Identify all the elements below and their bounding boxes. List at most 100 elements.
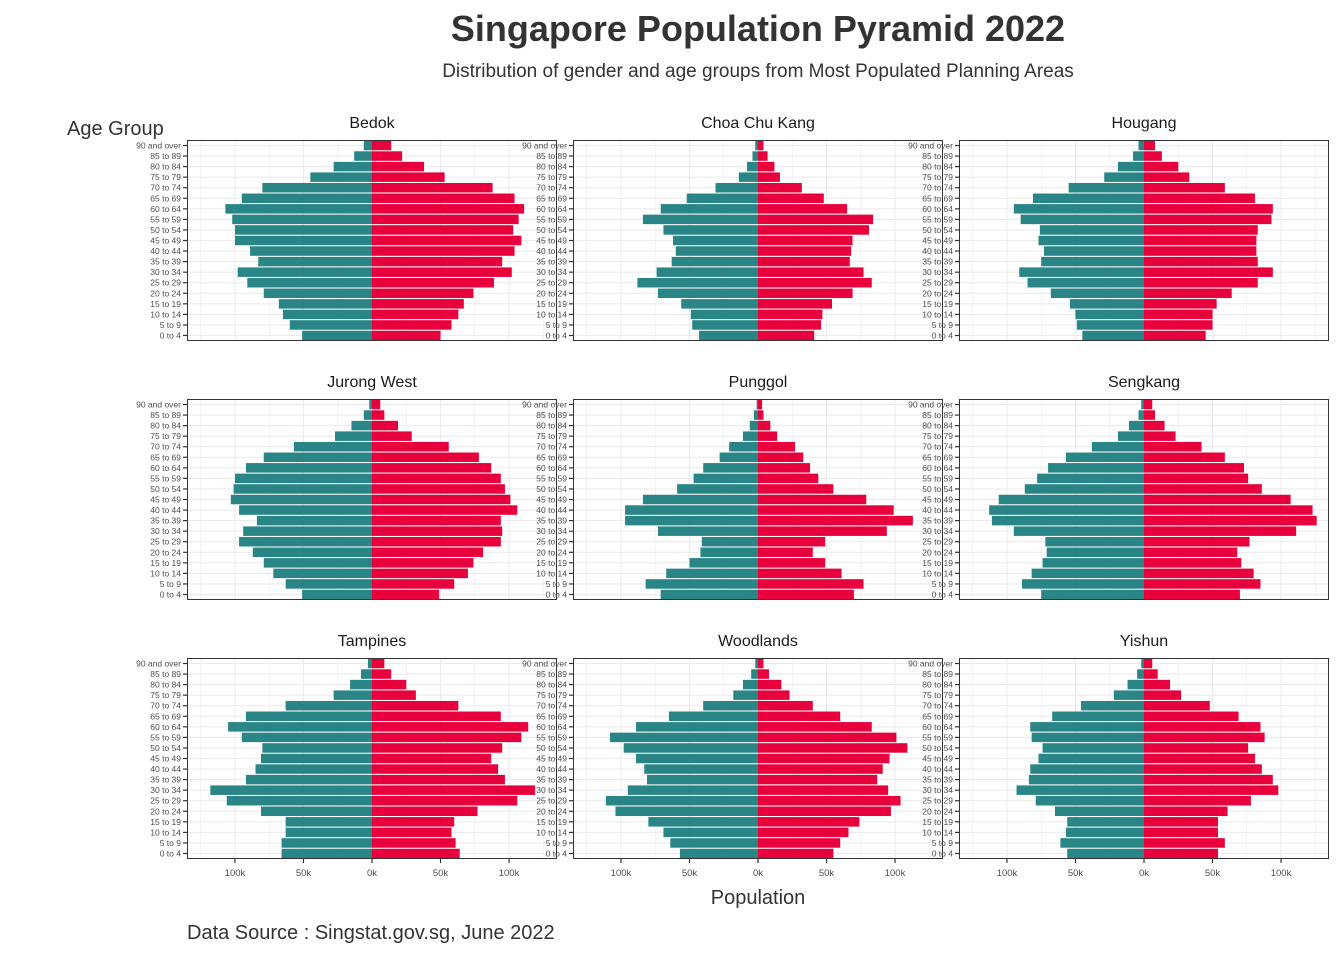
bar-male-yishun-30-to-34	[1016, 785, 1144, 795]
bar-male-punggol-25-to-29	[701, 536, 758, 547]
y-tick-label: 5 to 9	[932, 838, 954, 848]
y-tick-label: 25 to 29	[150, 796, 181, 806]
panel-border	[187, 658, 557, 859]
bar-male-bedok-35-to-39	[258, 256, 372, 267]
bar-male-hougang-5-to-9	[1076, 320, 1144, 330]
y-tick-label: 60 to 64	[536, 722, 567, 732]
bar-female-bedok-25-to-29	[372, 277, 494, 288]
bar-male-bedok-80-to-84	[333, 161, 372, 172]
bar-male-yishun-85-to-89	[1137, 669, 1144, 679]
bar-female-sengkang-15-to-19	[1144, 558, 1242, 568]
bar-female-bedok-70-to-74	[372, 182, 493, 193]
y-tick-label: 40 to 44	[536, 764, 567, 774]
bar-female-woodlands-25-to-29	[758, 795, 901, 806]
facet-label: Bedok	[349, 115, 395, 132]
bar-female-jurong-west-55-to-59	[372, 473, 501, 484]
y-tick-label: 75 to 79	[150, 172, 181, 182]
bar-female-jurong-west-10-to-14	[372, 568, 468, 579]
y-tick-label: 50 to 54	[922, 484, 953, 494]
bar-female-yishun-80-to-84	[1144, 679, 1171, 690]
bar-male-bedok-90-and-over	[363, 140, 372, 151]
bar-female-sengkang-50-to-54	[1144, 484, 1262, 494]
bar-female-woodlands-50-to-54	[758, 743, 908, 753]
bar-female-tampines-70-to-74	[372, 700, 459, 711]
bar-female-sengkang-85-to-89	[1144, 410, 1155, 420]
y-tick-label: 10 to 14	[536, 309, 567, 319]
bar-female-jurong-west-70-to-74	[372, 441, 449, 452]
bar-female-hougang-15-to-19	[1144, 299, 1217, 309]
bar-male-tampines-15-to-19	[285, 817, 372, 827]
bar-female-punggol-30-to-34	[758, 526, 887, 536]
bar-male-choa-chu-kang-5-to-9	[692, 320, 758, 330]
x-tick-label: 100k	[1271, 868, 1292, 879]
y-tick-label: 15 to 19	[922, 299, 953, 309]
y-tick-label: 15 to 19	[922, 817, 953, 827]
bar-female-bedok-50-to-54	[372, 225, 514, 235]
bar-female-choa-chu-kang-55-to-59	[758, 214, 874, 225]
y-tick-label: 55 to 59	[150, 473, 181, 483]
bar-male-sengkang-5-to-9	[1022, 579, 1144, 589]
y-tick-label: 65 to 69	[536, 452, 567, 462]
bar-female-hougang-70-to-74	[1144, 182, 1225, 193]
y-tick-label: 80 to 84	[922, 680, 953, 690]
y-tick-label: 0 to 4	[160, 590, 182, 600]
bar-male-choa-chu-kang-55-to-59	[642, 214, 758, 225]
bar-male-hougang-60-to-64	[1013, 204, 1144, 214]
bar-female-choa-chu-kang-30-to-34	[758, 267, 864, 277]
bar-male-bedok-25-to-29	[247, 277, 372, 288]
y-tick-label: 50 to 54	[150, 225, 181, 235]
y-tick-label: 30 to 34	[536, 267, 567, 277]
x-tick-label: 50k	[1068, 868, 1084, 879]
bar-female-yishun-70-to-74	[1144, 700, 1210, 711]
y-tick-label: 60 to 64	[536, 204, 567, 214]
y-tick-label: 10 to 14	[150, 827, 181, 837]
bar-male-bedok-45-to-49	[234, 235, 372, 246]
bar-female-sengkang-70-to-74	[1144, 441, 1202, 452]
bar-male-choa-chu-kang-30-to-34	[656, 267, 758, 277]
y-tick-label: 15 to 19	[536, 558, 567, 568]
y-tick-label: 15 to 19	[922, 558, 953, 568]
bar-male-sengkang-65-to-69	[1065, 452, 1144, 463]
bar-female-tampines-0-to-4	[372, 848, 460, 859]
y-tick-label: 60 to 64	[150, 722, 181, 732]
y-tick-label: 70 to 74	[536, 701, 567, 711]
bar-female-yishun-10-to-14	[1144, 827, 1218, 838]
y-tick-label: 25 to 29	[150, 537, 181, 547]
y-tick-label: 60 to 64	[536, 463, 567, 473]
bar-male-choa-chu-kang-45-to-49	[673, 235, 758, 246]
bar-male-tampines-85-to-89	[361, 669, 372, 679]
bar-male-tampines-20-to-24	[261, 806, 372, 817]
facet-label: Tampines	[338, 633, 406, 650]
facet-label: Sengkang	[1108, 374, 1180, 391]
bar-male-bedok-10-to-14	[282, 309, 372, 320]
bar-female-sengkang-10-to-14	[1144, 568, 1254, 579]
bar-female-punggol-20-to-24	[758, 547, 813, 558]
y-tick-label: 75 to 79	[150, 431, 181, 441]
bar-male-bedok-50-to-54	[234, 225, 372, 235]
bar-male-punggol-80-to-84	[749, 420, 758, 431]
y-tick-label: 10 to 14	[536, 827, 567, 837]
bar-female-woodlands-5-to-9	[758, 838, 841, 848]
bar-male-jurong-west-50-to-54	[233, 484, 372, 494]
bar-female-woodlands-20-to-24	[758, 806, 891, 817]
bar-male-woodlands-90-and-over	[755, 658, 758, 669]
y-tick-label: 70 to 74	[150, 183, 181, 193]
bar-male-sengkang-40-to-44	[989, 505, 1144, 515]
bar-male-choa-chu-kang-0-to-4	[699, 330, 758, 341]
bar-male-punggol-55-to-59	[693, 473, 758, 484]
bar-male-woodlands-20-to-24	[615, 806, 758, 817]
facet-label: Jurong West	[327, 374, 417, 391]
bar-male-choa-chu-kang-75-to-79	[738, 172, 758, 182]
y-tick-label: 5 to 9	[546, 320, 568, 330]
x-tick-label: 100k	[225, 868, 246, 879]
y-tick-label: 55 to 59	[536, 214, 567, 224]
bar-female-jurong-west-30-to-34	[372, 526, 503, 536]
y-tick-label: 45 to 49	[150, 495, 181, 505]
y-tick-label: 10 to 14	[922, 309, 953, 319]
bar-male-hougang-65-to-69	[1033, 193, 1144, 204]
y-tick-label: 20 to 24	[150, 547, 181, 557]
y-tick-label: 75 to 79	[536, 431, 567, 441]
